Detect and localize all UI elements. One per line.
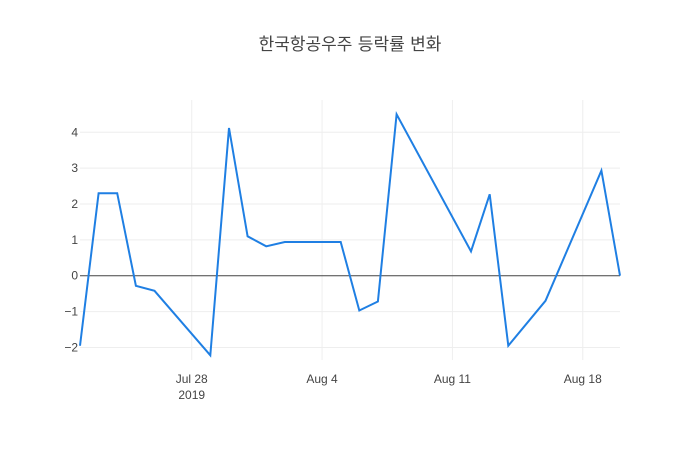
y-tick-label: 0 — [71, 269, 78, 283]
chart-title: 한국항공우주 등락률 변화 — [258, 35, 442, 55]
y-tick-label: −1 — [64, 305, 78, 319]
y-tick-label: −2 — [64, 340, 78, 354]
x-tick-label: Aug 11 — [434, 372, 471, 386]
x-tick-label: Aug 4 — [306, 372, 338, 386]
y-tick-label: 3 — [71, 161, 78, 175]
x-tick-label: Jul 28 — [176, 372, 208, 386]
y-tick-label: 1 — [71, 233, 78, 247]
y-tick-label: 2 — [71, 197, 78, 211]
x-tick-year-label: 2019 — [178, 388, 205, 402]
y-tick-label: 4 — [71, 125, 78, 139]
series-line — [79, 110, 621, 358]
x-tick-label: Aug 18 — [564, 372, 602, 386]
